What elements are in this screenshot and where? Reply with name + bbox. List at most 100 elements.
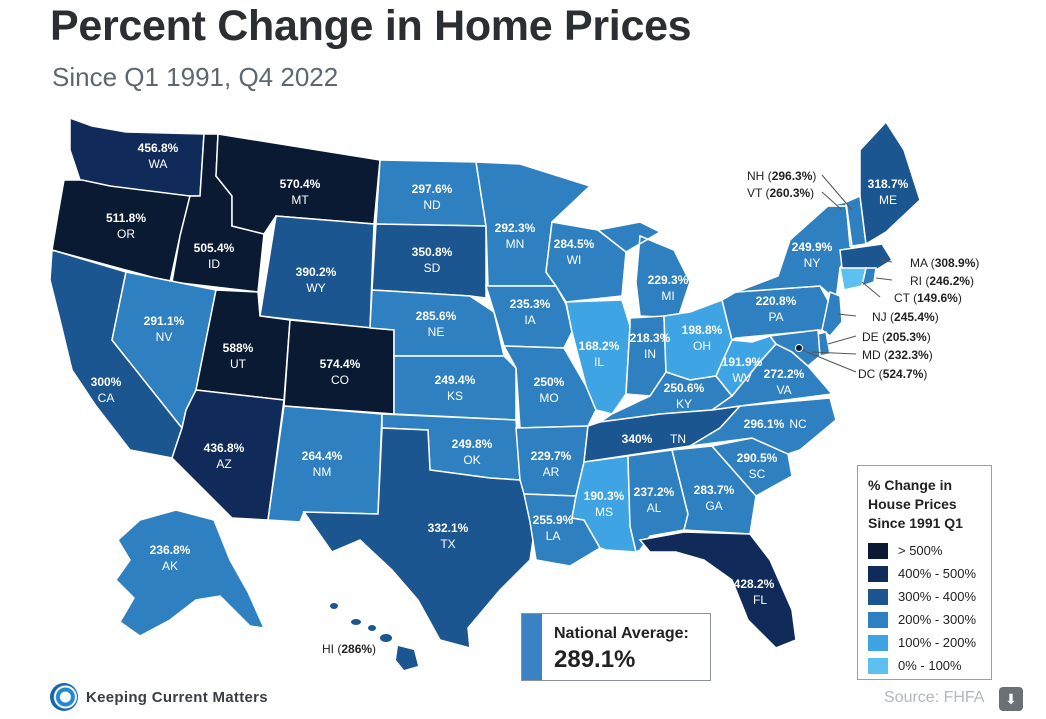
legend-swatch [868, 611, 888, 628]
label-UT: 588% UT [223, 341, 254, 371]
svg-text:198.8%: 198.8% [682, 323, 723, 337]
legend-item: 200% - 300% [868, 608, 981, 631]
svg-text:250%: 250% [534, 375, 565, 389]
download-icon[interactable]: ⬇ [999, 687, 1023, 711]
label-MI: 229.3% MI [648, 273, 689, 303]
legend-swatch [868, 588, 888, 605]
svg-text:428.2%: 428.2% [734, 577, 775, 591]
svg-text:ID: ID [208, 257, 220, 271]
svg-text:CA: CA [98, 391, 115, 405]
callout-MD: MD (232.3%) [862, 348, 933, 362]
legend-label: > 500% [898, 543, 943, 558]
national-average-box: National Average: 289.1% [521, 613, 711, 681]
label-PA: 220.8% PA [756, 294, 797, 324]
legend-label: 200% - 300% [898, 612, 977, 627]
svg-text:AZ: AZ [216, 457, 231, 471]
svg-text:436.8%: 436.8% [204, 441, 245, 455]
svg-text:236.8%: 236.8% [150, 543, 191, 557]
svg-text:456.8%: 456.8% [138, 141, 179, 155]
label-NY: 249.9% NY [792, 240, 833, 270]
callout-DC: DC (524.7%) [858, 367, 927, 381]
svg-text:AR: AR [543, 465, 560, 479]
svg-text:574.4%: 574.4% [320, 357, 361, 371]
svg-text:296.1%: 296.1% [744, 417, 785, 431]
label-MS: 190.3% MS [584, 489, 625, 519]
svg-text:ND: ND [423, 198, 441, 212]
state-VT[interactable] [827, 201, 853, 247]
svg-text:TN: TN [670, 432, 686, 446]
state-MO[interactable] [502, 345, 597, 429]
kcm-logo-icon [50, 683, 78, 711]
label-AL: 237.2% AL [634, 485, 675, 515]
state-KS[interactable] [393, 355, 517, 421]
svg-text:KY: KY [676, 397, 692, 411]
svg-text:OR: OR [117, 227, 135, 241]
label-CA: 300% CA [91, 375, 122, 405]
legend-label: 0% - 100% [898, 658, 962, 673]
state-RI[interactable] [860, 267, 877, 288]
svg-text:390.2%: 390.2% [296, 265, 337, 279]
svg-text:318.7%: 318.7% [868, 177, 909, 191]
svg-text:300%: 300% [91, 375, 122, 389]
label-IA: 235.3% IA [510, 297, 551, 327]
label-ID: 505.4% ID [194, 241, 235, 271]
state-DC[interactable] [795, 344, 803, 352]
svg-text:511.8%: 511.8% [106, 211, 146, 225]
label-AZ: 436.8% AZ [204, 441, 245, 471]
state-TX[interactable] [302, 427, 537, 650]
svg-text:505.4%: 505.4% [194, 241, 235, 255]
legend-label: 100% - 200% [898, 635, 977, 650]
svg-text:PA: PA [768, 310, 783, 324]
svg-text:AK: AK [162, 559, 178, 573]
svg-text:SD: SD [424, 261, 441, 275]
brand-logo: Keeping Current Matters [50, 683, 268, 711]
legend-item: 400% - 500% [868, 562, 981, 585]
source-credit: Source: FHFA [884, 689, 985, 706]
legend-item: > 500% [868, 539, 981, 562]
state-HI[interactable] [330, 603, 418, 670]
callout-NJ: NJ (245.4%) [872, 310, 939, 324]
svg-text:WY: WY [306, 281, 325, 295]
label-WY: 390.2% WY [296, 265, 337, 295]
legend-swatch [868, 634, 888, 651]
label-KS: 249.4% KS [435, 373, 476, 403]
state-MA[interactable] [839, 243, 894, 271]
label-IN: 218.3% IN [630, 331, 671, 361]
label-FL: 428.2% FL [734, 577, 775, 607]
svg-text:SC: SC [749, 467, 766, 481]
label-OR: 511.8% OR [106, 211, 146, 241]
page-title: Percent Change in Home Prices [50, 2, 692, 50]
state-NJ[interactable] [821, 290, 843, 338]
label-MN: 292.3% MN [495, 221, 536, 251]
svg-text:NV: NV [156, 330, 173, 344]
svg-text:MI: MI [661, 289, 674, 303]
state-SD[interactable] [371, 223, 487, 299]
state-NC[interactable] [689, 397, 837, 455]
svg-text:283.7%: 283.7% [694, 483, 735, 497]
state-AK[interactable] [115, 509, 266, 637]
svg-text:LA: LA [546, 529, 561, 543]
svg-text:297.6%: 297.6% [412, 182, 453, 196]
label-NM: 264.4% NM [302, 449, 343, 479]
svg-text:OK: OK [463, 453, 480, 467]
legend-label: 400% - 500% [898, 566, 977, 581]
svg-text:MO: MO [539, 391, 558, 405]
legend-title: % Change in House Prices Since 1991 Q1 [868, 477, 963, 531]
label-AR: 229.7% AR [531, 449, 572, 479]
svg-text:588%: 588% [223, 341, 254, 355]
svg-text:332.1%: 332.1% [428, 521, 469, 535]
svg-text:WA: WA [149, 157, 168, 171]
legend-item: 0% - 100% [868, 654, 981, 677]
label-AK: 236.8% AK [150, 543, 191, 573]
svg-text:237.2%: 237.2% [634, 485, 675, 499]
legend: % Change in House Prices Since 1991 Q1 >… [857, 465, 992, 680]
legend-item: 300% - 400% [868, 585, 981, 608]
state-FL[interactable] [638, 531, 797, 649]
label-SD: 350.8% SD [412, 245, 453, 275]
callout-leaders [801, 174, 893, 373]
svg-text:IA: IA [524, 313, 535, 327]
callout-VT: VT (260.3%) [747, 186, 814, 200]
state-ME[interactable] [859, 120, 921, 246]
label-KY: 250.6% KY [664, 381, 705, 411]
svg-text:OH: OH [693, 339, 711, 353]
